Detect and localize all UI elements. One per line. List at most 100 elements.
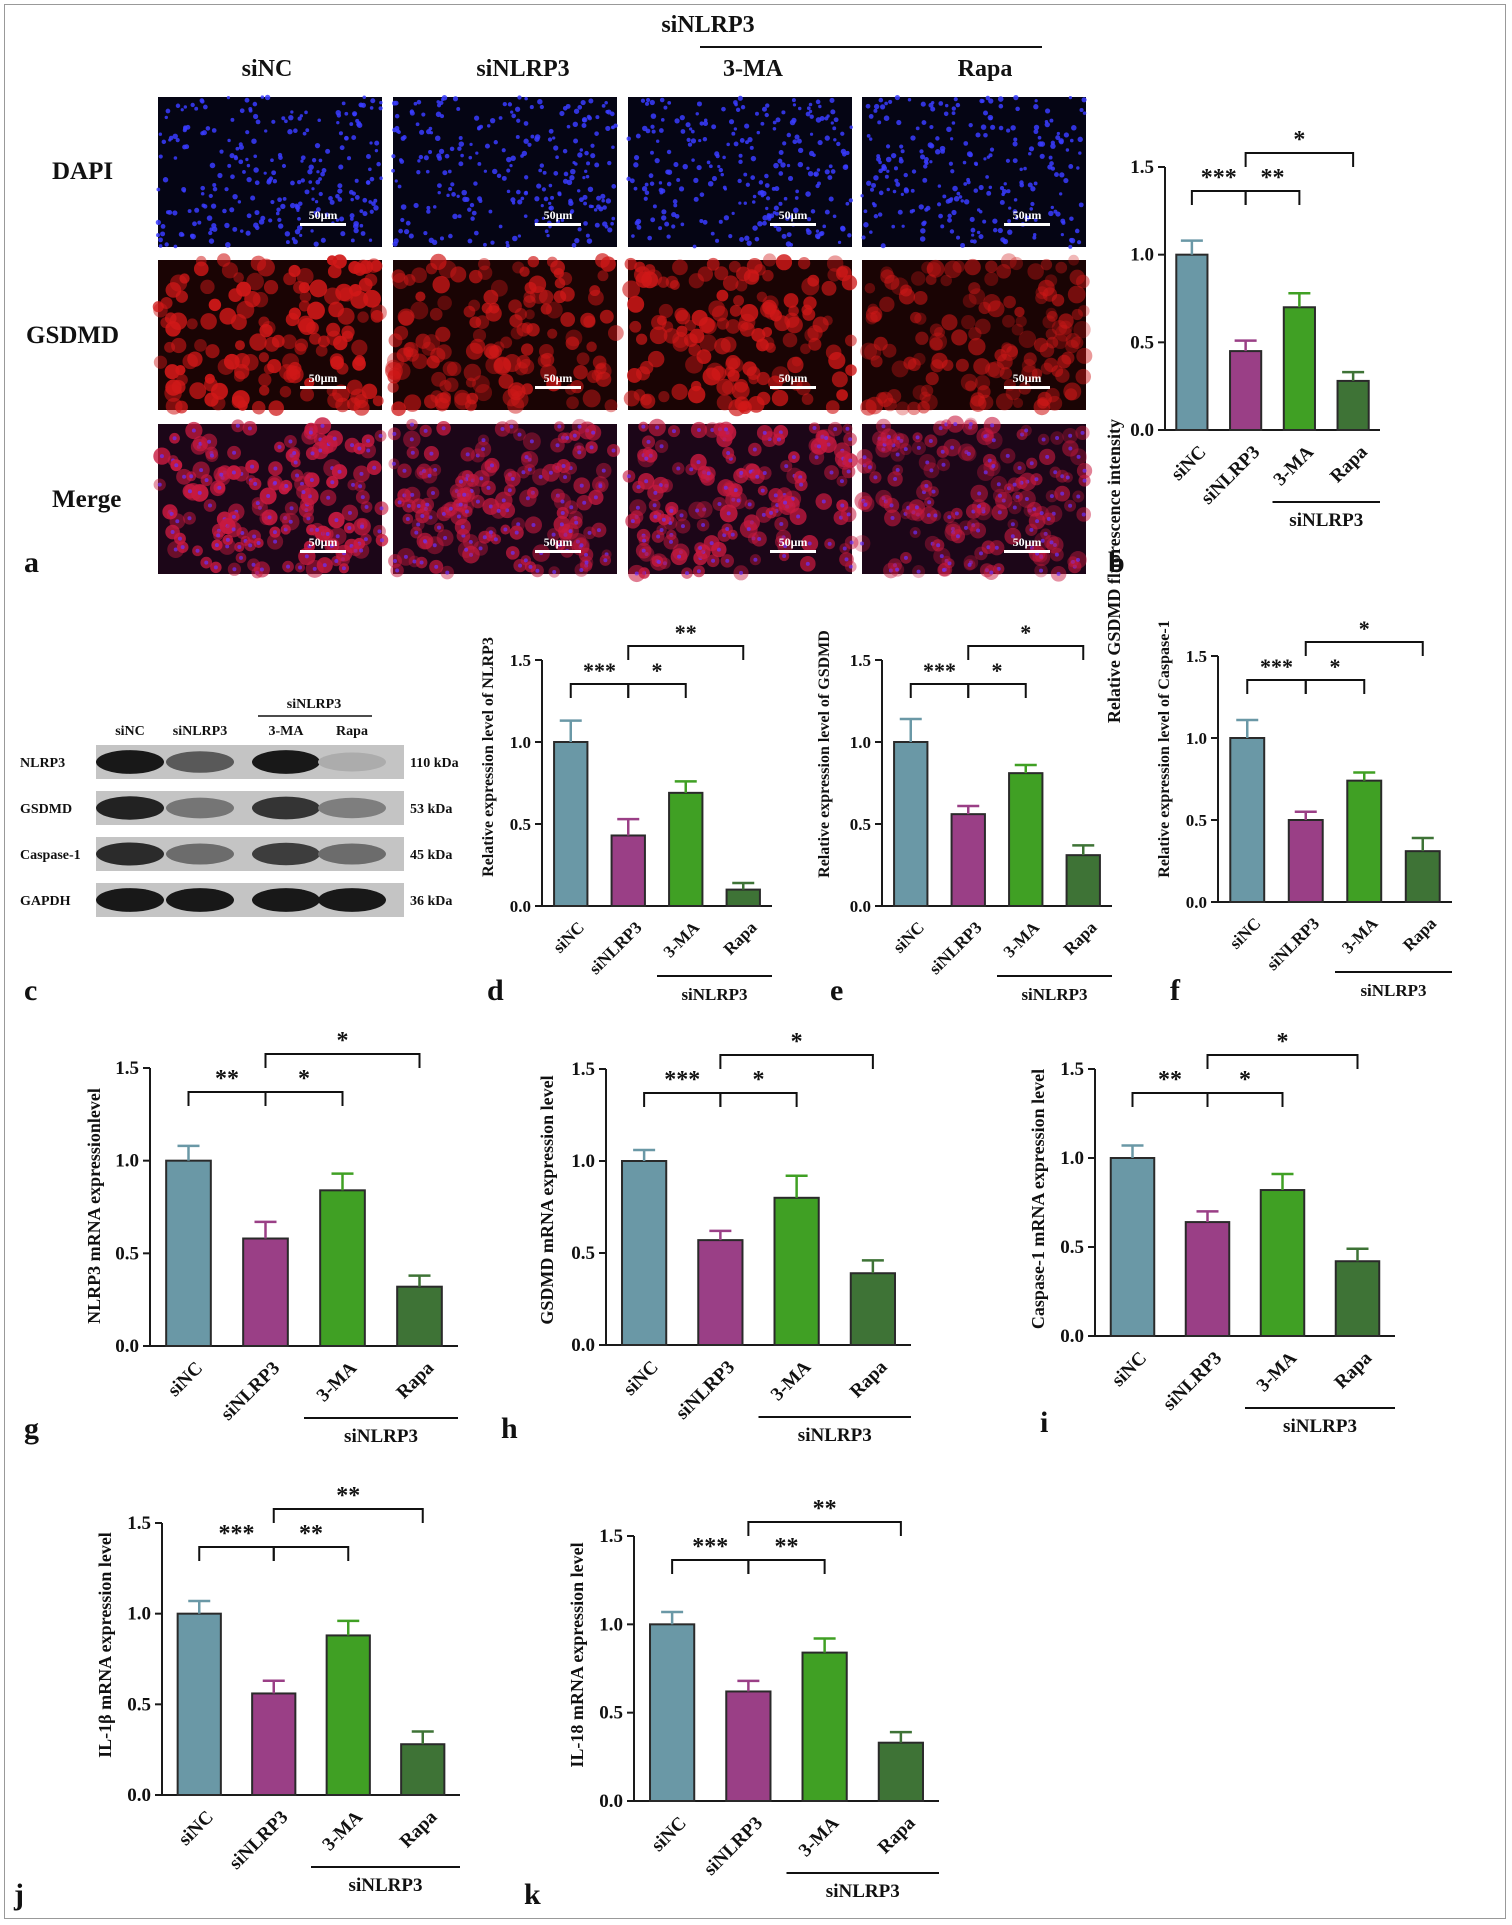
panel-letter: f [1170, 974, 1181, 1007]
scalebar-label: 50μm [544, 535, 573, 549]
significance-bracket [1304, 679, 1366, 694]
micrograph-image: 50μm [622, 418, 859, 583]
scalebar-label: 50μm [309, 208, 338, 222]
significance-bracket [1206, 1092, 1284, 1107]
y-tick-label: 1.0 [1060, 1148, 1084, 1169]
x-tick-label: siNC [1108, 1348, 1151, 1391]
x-tick-label: siNLRP3 [700, 1813, 767, 1880]
blot-kda-label: 36 kDa [410, 894, 452, 909]
panel-letter: c [24, 974, 37, 1007]
y-tick-label: 0.5 [510, 815, 531, 834]
blot-band [318, 843, 386, 865]
y-axis-label: Relative expression level of Caspase-1 [1156, 620, 1173, 877]
significance-bracket [272, 1546, 350, 1561]
significance-bracket [643, 1092, 722, 1107]
group-label: siNLRP3 [681, 985, 747, 1004]
y-axis-label: Relative expression level of NLRP3 [480, 637, 497, 877]
bar-sinlrp3 [1184, 1221, 1231, 1337]
blot-band [96, 888, 164, 912]
bar-rapa [396, 1285, 443, 1348]
significance-bracket [1246, 679, 1307, 694]
x-tick-label: siNLRP3 [217, 1358, 284, 1425]
micrograph-row-label: DAPI [52, 158, 114, 185]
blot-band [252, 888, 320, 912]
significance-bracket [747, 1559, 826, 1574]
y-tick-label: 1.0 [599, 1614, 623, 1635]
y-tick-label: 0.5 [599, 1703, 623, 1724]
significance-bracket [272, 1508, 424, 1523]
x-tick-label: 3-MA [313, 1358, 362, 1407]
bar-rapa [849, 1272, 896, 1346]
x-tick-label: Rapa [1060, 918, 1101, 959]
panel-letter: j [13, 1878, 24, 1911]
x-tick-label: 3-MA [1000, 917, 1044, 961]
bar-sinlrp3 [950, 813, 986, 907]
x-tick-label: siNLRP3 [925, 918, 985, 978]
x-tick-label: siNC [1226, 914, 1265, 953]
blot-kda-label: 45 kDa [410, 848, 452, 863]
bar-sinc [649, 1623, 696, 1803]
bar-rapa [1404, 850, 1441, 903]
micrograph-image: 50μm [626, 95, 853, 249]
blot-band [96, 842, 164, 866]
significance-label: * [652, 658, 663, 683]
y-tick-label: 1.0 [510, 733, 531, 752]
bar-sinlrp3 [610, 834, 646, 907]
significance-label: * [992, 658, 1003, 683]
significance-bracket [264, 1053, 421, 1068]
x-tick-label: 3-MA [1253, 1348, 1302, 1397]
scalebar-label: 50μm [1013, 371, 1042, 385]
bar-3ma [325, 1634, 371, 1796]
x-tick-label: siNLRP3 [225, 1807, 292, 1874]
significance-bracket [909, 683, 970, 698]
x-tick-label: siNLRP3 [1263, 914, 1323, 974]
bar-3ma [801, 1651, 848, 1802]
group-label: siNLRP3 [344, 1426, 418, 1447]
y-tick-label: 0.0 [1060, 1326, 1084, 1347]
significance-label: ** [215, 1066, 239, 1092]
scalebar-label: 50μm [1013, 208, 1042, 222]
x-tick-label: Rapa [874, 1812, 920, 1858]
significance-label: ** [1158, 1067, 1182, 1093]
micrograph-column-label: Rapa [957, 56, 1013, 82]
scalebar-label: 50μm [544, 371, 573, 385]
scalebar [300, 386, 346, 389]
group-label: siNLRP3 [349, 1875, 423, 1896]
blot-band [166, 797, 234, 819]
blot-protein-label: GAPDH [20, 894, 71, 909]
micrograph-image: 50μm [853, 415, 1093, 582]
blot-band [166, 888, 234, 912]
scalebar [300, 550, 346, 553]
micrograph-row-label: Merge [52, 486, 122, 513]
bar-rapa [1334, 1260, 1381, 1337]
blot-lane-label: siNLRP3 [173, 724, 227, 739]
significance-bracket [198, 1546, 275, 1561]
significance-bracket [627, 645, 745, 660]
significance-label: *** [692, 1534, 728, 1560]
group-label: siNLRP3 [1283, 1416, 1357, 1437]
significance-label: * [1277, 1029, 1289, 1055]
y-tick-label: 0.0 [850, 897, 871, 916]
bar-rapa [1065, 854, 1101, 907]
bar-3ma [668, 791, 704, 908]
significance-bracket [627, 683, 687, 698]
x-tick-label: Rapa [1399, 914, 1440, 955]
bar-sinlrp3 [697, 1239, 744, 1346]
scalebar-label: 50μm [1013, 535, 1042, 549]
blot-kda-label: 110 kDa [410, 756, 459, 771]
panel-letter: g [24, 1412, 39, 1445]
y-tick-label: 0.5 [571, 1243, 595, 1264]
significance-bracket [967, 645, 1085, 660]
scalebar-label: 50μm [779, 535, 808, 549]
x-tick-label: 3-MA [318, 1807, 367, 1856]
blot-band [252, 750, 320, 774]
blot-protein-label: NLRP3 [20, 756, 65, 771]
x-tick-label: siNC [619, 1357, 662, 1400]
bar-3ma [319, 1189, 366, 1347]
significance-label: * [1020, 620, 1031, 645]
scalebar [535, 386, 581, 389]
blot-band [96, 796, 164, 820]
panel-letter: e [830, 974, 843, 1007]
y-tick-label: 1.0 [127, 1604, 151, 1625]
significance-label: *** [923, 658, 956, 683]
